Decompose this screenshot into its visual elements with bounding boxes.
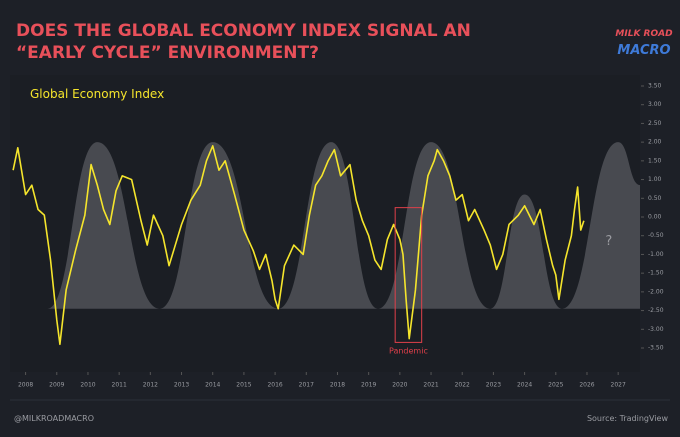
x-tick-label: 2027 [611,382,626,389]
x-tick-label: 2018 [330,382,345,389]
x-tick-label: 2015 [236,382,251,389]
legend-label: Global Economy Index [30,87,164,101]
chart-title: DOES THE GLOBAL ECONOMY INDEX SIGNAL AN [16,21,471,41]
y-tick-label: 0.50 [648,195,662,202]
annotation-box [394,207,423,343]
x-tick-label: 2023 [486,382,501,389]
x-tick-label: 2022 [455,382,470,389]
logo-text: MILK ROAD [615,29,673,39]
y-tick-label: -1.50 [648,270,664,277]
x-tick-label: 2013 [174,382,189,389]
y-tick-label: 3.50 [648,82,662,89]
y-tick-label: -1.00 [648,251,664,258]
x-tick-label: 2011 [112,382,127,389]
y-tick-label: 2.00 [648,139,662,146]
x-tick-label: 2024 [517,382,532,389]
x-tick-label: 2025 [548,382,563,389]
chart-title: “EARLY CYCLE” ENVIRONMENT? [16,43,319,63]
x-tick-label: 2017 [299,382,314,389]
x-tick-label: 2019 [361,382,376,389]
y-tick-label: -2.50 [648,307,664,314]
annotation-label: ? [605,234,612,249]
footer-text: Source: TradingView [587,414,669,423]
y-tick-label: 1.50 [648,157,662,164]
x-tick-label: 2009 [49,382,64,389]
y-tick-label: 0.00 [648,214,662,221]
footer-text: @MILKROADMACRO [14,414,94,423]
y-tick-label: 2.50 [648,120,662,127]
y-tick-label: -2.00 [648,288,664,295]
x-tick-label: 2020 [392,382,407,389]
x-tick-label: 2014 [205,382,220,389]
index-line [12,145,585,346]
y-tick-label: 1.00 [648,176,662,183]
cycle-area [47,142,641,309]
x-tick-label: 2008 [18,382,33,389]
x-tick-label: 2026 [579,382,594,389]
x-tick-label: 2012 [143,382,158,389]
y-tick-label: -3.50 [648,345,664,352]
annotation-label: Pandemic [389,346,428,355]
x-tick-label: 2021 [423,382,438,389]
x-tick-label: 2010 [80,382,95,389]
y-tick-label: -3.00 [648,326,664,333]
y-tick-label: -0.50 [648,232,664,239]
y-tick-label: 3.00 [648,101,662,108]
x-tick-label: 2016 [267,382,282,389]
logo-text: MACRO [617,43,670,58]
